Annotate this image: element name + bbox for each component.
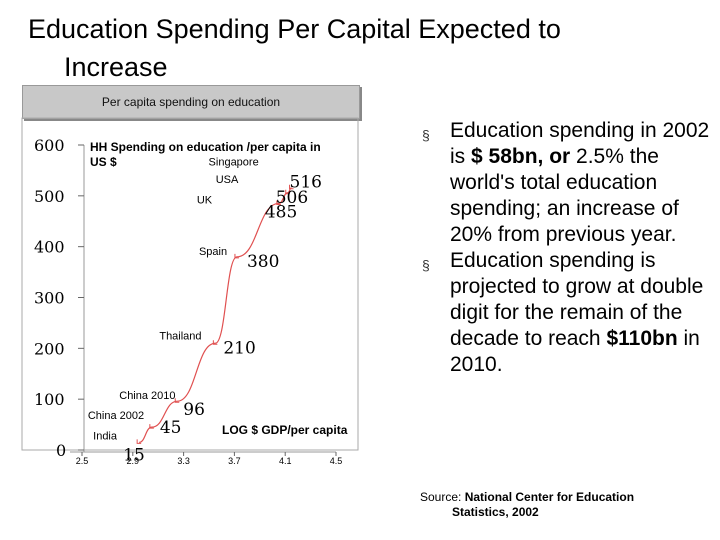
bullet-marker-icon: § (422, 127, 430, 143)
y-tick-label: 400 (34, 238, 65, 257)
data-point-name: Thailand (159, 330, 201, 342)
data-point-name: India (93, 430, 118, 442)
data-point-name: UK (197, 194, 213, 206)
bullet-list: § Education spending in 2002 is $ 58bn, o… (420, 118, 710, 378)
series-line (138, 187, 292, 443)
data-point-marker (276, 200, 281, 205)
data-point-value: 210 (223, 338, 255, 358)
data-point-value: 506 (276, 188, 308, 208)
data-point-value: 380 (247, 252, 279, 272)
bullet-marker-icon: § (422, 257, 430, 273)
source-text-line2: Statistics, 2002 (452, 505, 539, 519)
chart-title-line1: HH Spending on education /per capita in (90, 140, 321, 154)
y-tick-label: 600 (34, 136, 65, 155)
x-tick-label: 4.5 (330, 456, 343, 466)
y-tick-label: 100 (34, 390, 65, 409)
data-point-marker (285, 189, 290, 195)
data-point-value: 485 (265, 202, 297, 222)
source-prefix: Source: (420, 490, 465, 504)
bullet-bold-text: $ 58bn, or (471, 145, 571, 168)
slide-title-line2: Increase (64, 52, 168, 82)
data-point-value: 15 (123, 445, 145, 465)
data-point-value: 516 (290, 173, 322, 193)
data-point-marker (234, 253, 239, 259)
data-point-name: China 2002 (88, 410, 144, 422)
bullet-text: 2.5% the world's total education spendin… (450, 145, 679, 246)
bullet-bold-text: $110bn (606, 327, 678, 350)
y-tick-label: 300 (34, 289, 65, 308)
slide-title-line1: Education Spending Per Capital Expected … (28, 14, 561, 44)
bullet-text: in 2010. (450, 327, 700, 376)
data-point-marker (212, 340, 218, 345)
data-point-value: 45 (160, 418, 182, 438)
y-tick-label: 500 (34, 187, 65, 206)
source-note: Source: National Center for Education St… (420, 490, 710, 520)
bullet-text: Education spending is projected to grow … (450, 249, 704, 350)
source-text-line1: National Center for Education (464, 490, 635, 504)
data-point-value: 96 (183, 400, 205, 420)
data-point-marker (136, 439, 142, 444)
chart-title-line2: US $ (90, 155, 117, 169)
data-point-marker (149, 424, 154, 429)
data-point-name: China 2010 (119, 390, 175, 402)
y-tick-label: 200 (34, 339, 65, 358)
x-tick-label: 3.3 (177, 456, 190, 466)
x-tick-label: 3.7 (228, 456, 241, 466)
data-point-marker (289, 184, 294, 190)
bullet-item: § Education spending is projected to grow… (420, 248, 710, 378)
data-point-name: USA (216, 174, 239, 186)
x-tick-label: 2.9 (127, 456, 140, 466)
data-point-marker (174, 398, 180, 403)
x-tick-label: 4.1 (279, 456, 292, 466)
bullet-item: § Education spending in 2002 is $ 58bn, o… (420, 118, 710, 248)
x-axis-label: LOG $ GDP/per capita (222, 423, 348, 437)
bullet-text: Education spending in 2002 is (450, 119, 710, 168)
data-point-name: Singapore (209, 157, 259, 169)
slide-title: Education Spending Per Capital Expected … (28, 10, 688, 86)
chart-frame (21, 117, 359, 451)
x-tick-label: 2.5 (76, 456, 89, 466)
y-tick-label: 0 (56, 441, 66, 460)
data-point-name: Spain (199, 246, 227, 258)
